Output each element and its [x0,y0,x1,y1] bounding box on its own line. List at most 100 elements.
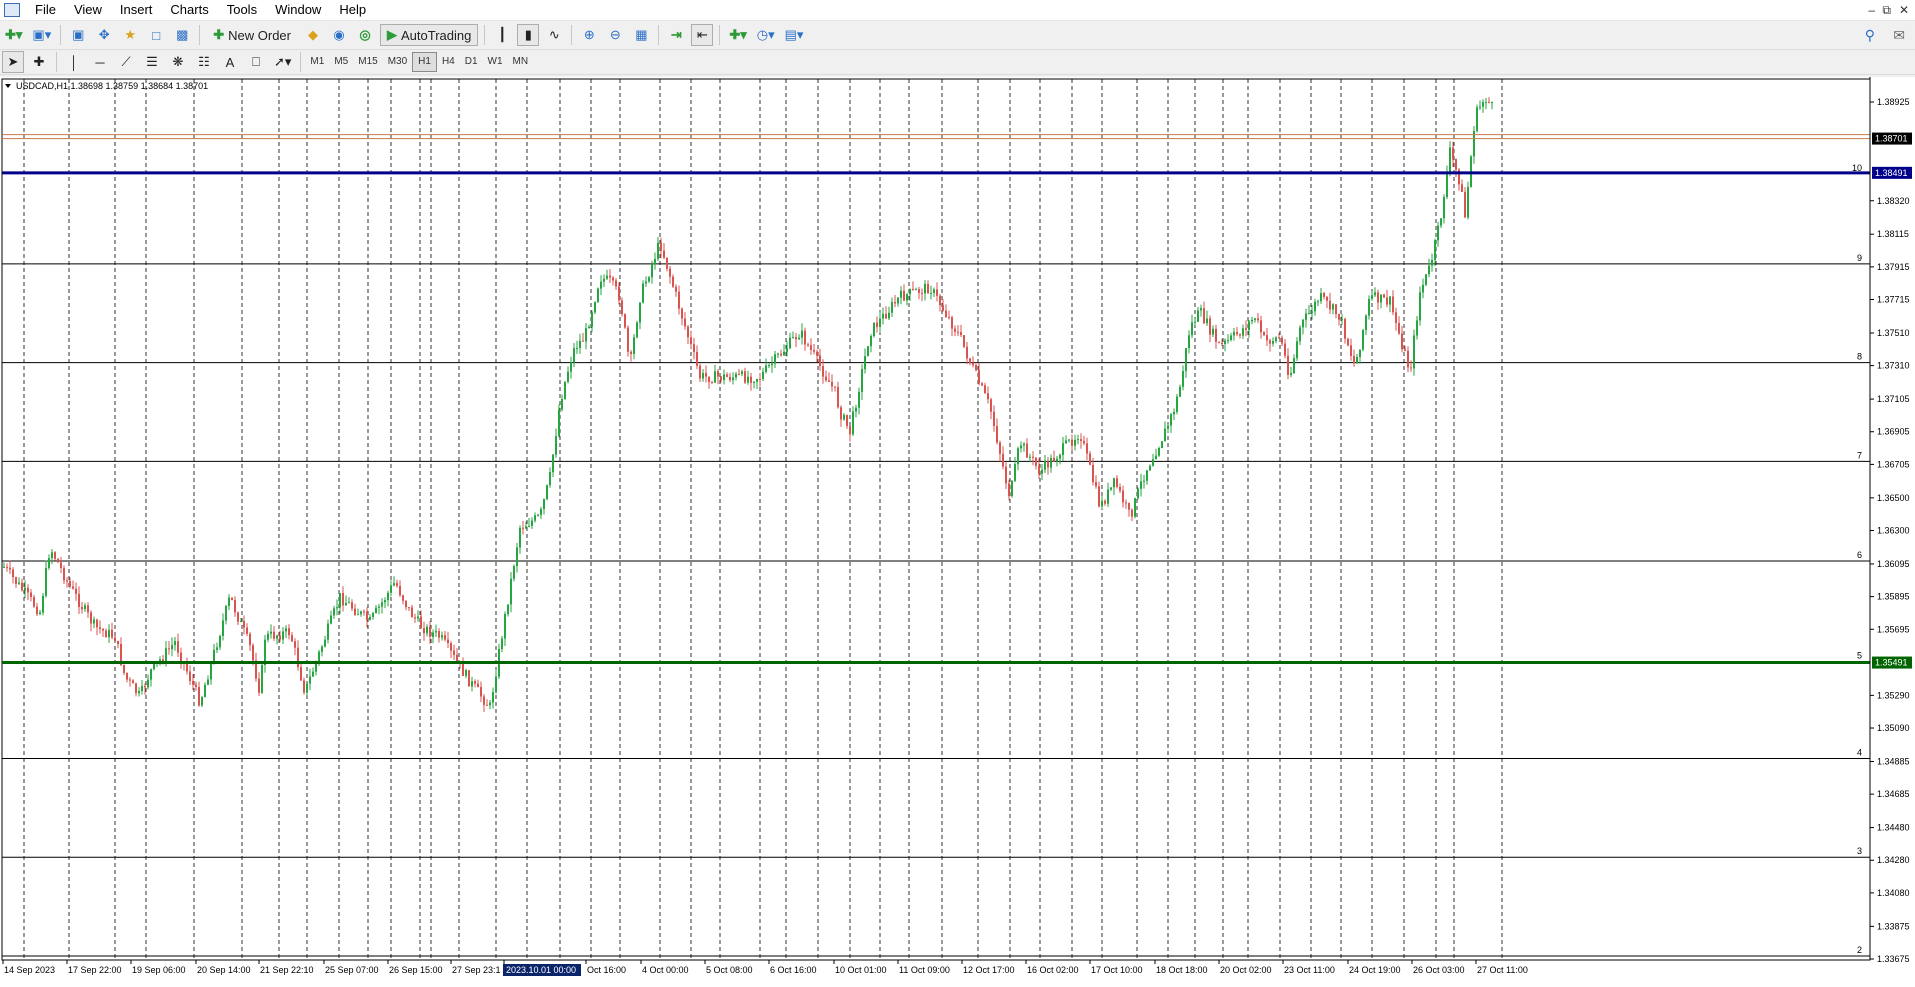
candlestick-chart-icon[interactable]: ▮ [517,24,540,46]
candle-body [108,629,110,638]
timeframe-w1[interactable]: W1 [487,56,503,67]
menu-bar: File View Insert Charts Tools Window Hel… [0,0,1915,21]
menu-charts[interactable]: Charts [170,2,209,17]
time-tick-label: 26 Sep 15:00 [389,965,443,975]
candle-body [147,679,149,688]
price-chart[interactable]: 9 8 7 6 4 3 2 10 5 1.38925 1.38320 1.38115 1.37915 1.… [0,77,1915,987]
candle-body [66,580,68,582]
equidistant-channel-icon[interactable]: ☰ [146,54,158,69]
candle-body [600,281,602,289]
search-icon[interactable]: ⚲ [1864,27,1875,43]
bar-chart-icon[interactable]: ┃ [498,27,507,42]
new-chart-icon[interactable]: ✚▾ [5,27,23,42]
candle-body [390,585,392,593]
metaeditor-icon[interactable]: ◆ [308,27,318,42]
candle-body [1071,439,1073,446]
candle-body [1143,480,1145,482]
chart-menu-icon[interactable] [5,84,11,88]
timeframe-h4[interactable]: H4 [441,56,455,67]
time-tick-label: Oct 16:00 [587,965,626,975]
menu-tools[interactable]: Tools [226,2,258,17]
menu-view[interactable]: View [73,2,102,17]
crosshair-icon[interactable]: ✚ [33,54,45,69]
timeframe-m5[interactable]: M5 [334,56,349,67]
restore-icon[interactable]: ⧉ [1882,3,1891,17]
candle-body [138,690,140,694]
menu-insert[interactable]: Insert [119,2,153,17]
candle-body [573,348,575,363]
fibonacci-retracement-icon[interactable]: ☷ [198,54,210,69]
candle-body [636,322,638,338]
zoom-out-icon[interactable]: ⊖ [609,27,621,42]
candle-body [858,391,860,408]
time-tick-label: 27 Oct 11:00 [1477,965,1528,975]
candle-body [456,654,458,662]
fibonacci-fan-icon[interactable]: ❋ [172,54,184,69]
timeframe-m15[interactable]: M15 [358,56,378,67]
cursor-icon[interactable]: ➤ [2,51,24,73]
candle-body [1350,345,1352,356]
candle-body [1401,333,1403,350]
templates-icon[interactable]: ▤▾ [784,27,804,42]
candle-body [393,583,395,586]
chart-window[interactable]: 9 8 7 6 4 3 2 10 5 1.38925 1.38320 1.38115 1.37915 1.… [0,77,1915,987]
candle-body [933,289,935,293]
candle-body [930,292,932,294]
periods-icon[interactable]: ◷▾ [756,27,775,42]
candle-body [900,290,902,298]
candle-body [342,593,344,606]
candle-body [426,626,428,634]
data-window-icon[interactable]: ✥ [98,27,110,42]
signals-icon[interactable]: ◎ [359,27,371,42]
line-chart-icon[interactable]: ∿ [548,27,560,42]
candle-body [1215,328,1217,342]
vertical-line-icon[interactable]: │ [69,54,79,70]
text-label-icon[interactable]: ⎕ [252,54,260,69]
candle-body [129,679,131,681]
candle-body [879,318,881,328]
tile-windows-icon[interactable]: ▦ [635,27,648,42]
candle-body [429,626,431,637]
autoscroll-icon[interactable]: ⇥ [670,27,682,42]
candle-body [648,277,650,282]
menu-file[interactable]: File [35,2,56,17]
indicators-icon[interactable]: ✚▾ [729,27,747,42]
autotrading-button[interactable]: ▶ AutoTrading [380,24,479,46]
candle-body [1263,332,1265,336]
text-icon[interactable]: A [225,54,235,70]
terminal-icon[interactable]: □ [152,27,161,43]
minimize-icon[interactable]: – [1868,3,1875,17]
time-tick-label: 20 Oct 02:00 [1220,965,1272,975]
timeframe-h1[interactable]: H1 [412,52,437,72]
candle-body [1383,294,1385,298]
chart-shift-icon[interactable]: ⇤ [691,24,714,46]
zoom-in-icon[interactable]: ⊕ [583,27,595,42]
timeframe-d1[interactable]: D1 [464,56,478,67]
timeframe-mn[interactable]: MN [512,56,529,67]
navigator-icon[interactable]: ★ [124,27,137,42]
candle-body [882,313,884,319]
candle-body [1239,334,1241,336]
horizontal-line-icon[interactable]: ─ [95,54,105,70]
candle-body [468,670,470,687]
market-watch-icon[interactable]: ▣ [72,27,85,42]
candle-body [1266,335,1268,341]
candle-body [1341,319,1343,321]
timeframe-m30[interactable]: M30 [387,56,408,67]
candle-body [678,291,680,309]
arrows-icon[interactable]: ➚▾ [274,54,292,69]
strategy-tester-icon[interactable]: ▩ [176,27,189,42]
close-icon[interactable]: ✕ [1898,3,1909,17]
time-tick-label: 26 Oct 03:00 [1413,965,1465,975]
candle-body [525,526,527,529]
menu-window[interactable]: Window [275,2,322,17]
chat-icon[interactable]: ✉ [1893,27,1905,43]
timeframe-m1[interactable]: M1 [310,56,325,67]
price-axis[interactable] [1870,77,1915,960]
new-order-button[interactable]: ✚ New Order [206,24,298,46]
trendline-icon[interactable]: ⟋ [121,54,131,69]
candle-body [564,381,566,399]
community-icon[interactable]: ◉ [333,27,345,42]
menu-help[interactable]: Help [339,2,367,17]
profiles-icon[interactable]: ▣▾ [32,27,52,42]
